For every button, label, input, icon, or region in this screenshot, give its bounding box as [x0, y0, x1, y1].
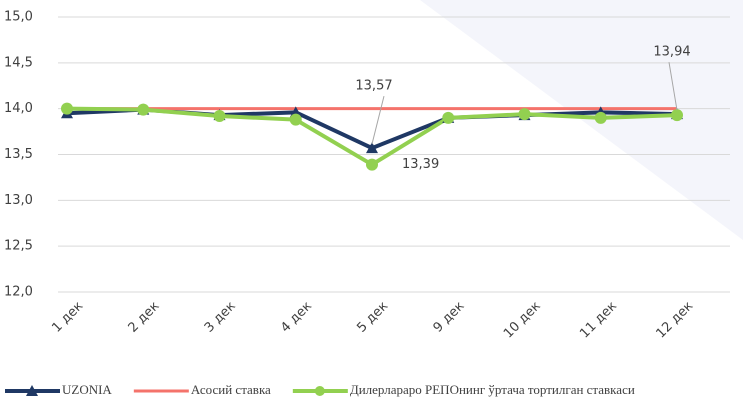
background-shape — [420, 0, 743, 240]
marker — [213, 110, 226, 122]
data-label: 13,57 — [355, 79, 392, 94]
y-tick-label: 14,0 — [4, 101, 33, 116]
data-label: 13,94 — [653, 45, 690, 60]
x-tick-label: 4 дек — [278, 299, 315, 336]
x-tick-label: 12 дек — [654, 299, 697, 342]
x-tick-label: 11 дек — [577, 299, 620, 342]
x-tick-label: 5 дек — [354, 299, 391, 336]
marker — [366, 142, 378, 154]
legend-item: Асосий ставка — [133, 382, 271, 397]
label-leader — [668, 62, 678, 111]
y-tick-label: 13,5 — [4, 147, 33, 162]
legend-item: Дилерлараро РЕПОнинг ўртача тортилган ст… — [292, 382, 635, 397]
x-tick-label: 2 дек — [126, 299, 163, 336]
marker — [61, 102, 73, 115]
marker — [671, 109, 683, 122]
x-tick-label: 3 дек — [202, 299, 239, 336]
marker — [518, 108, 531, 121]
x-tick-label: 9 дек — [431, 299, 468, 336]
legend-label: UZONIA — [62, 382, 112, 397]
series-line — [66, 106, 678, 167]
y-tick-label: 12,0 — [4, 285, 33, 300]
legend-label: Дилерлараро РЕПОнинг ўртача тортилган ст… — [350, 382, 635, 397]
x-tick-label: 1 дек — [49, 299, 86, 336]
x-tick-label: 10 дек — [501, 299, 544, 342]
marker — [442, 111, 455, 124]
legend-marker — [314, 386, 325, 396]
legend-marker — [26, 385, 38, 396]
y-tick-label: 12,5 — [4, 239, 33, 254]
y-tick-label: 14,5 — [4, 55, 33, 70]
data-label: 13,39 — [402, 157, 439, 172]
marker — [289, 113, 302, 126]
label-leader — [371, 95, 385, 145]
legend-label: Асосий ставка — [191, 382, 271, 397]
marker — [366, 158, 378, 171]
legend-item: UZONIA — [5, 382, 112, 397]
y-tick-label: 13,0 — [4, 193, 33, 208]
marker — [137, 103, 150, 116]
y-tick-label: 15,0 — [4, 10, 33, 25]
marker — [594, 111, 607, 124]
